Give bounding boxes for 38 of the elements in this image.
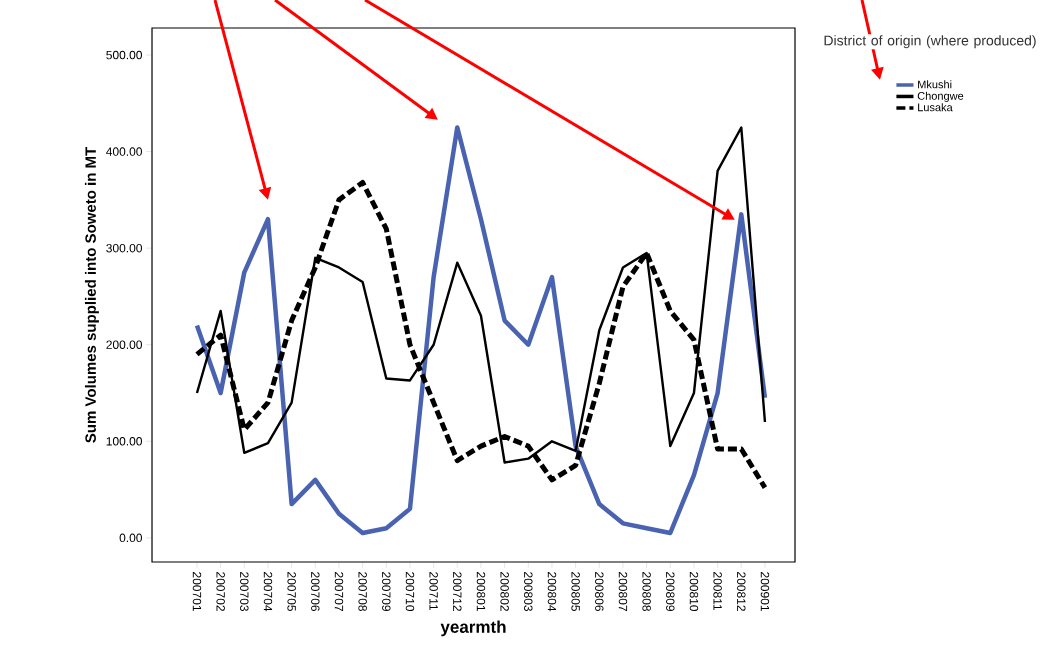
y-tick-label: 300.00	[106, 243, 143, 253]
x-tick-label: 200706	[311, 572, 320, 612]
legend-label: Mkushi	[918, 80, 952, 89]
x-tick-label: 200708	[358, 572, 367, 612]
y-tick-label: 200.00	[106, 340, 143, 349]
x-tick-label: 200811	[713, 572, 722, 611]
x-tick-label: 200808	[642, 572, 651, 612]
x-tick-label: 200804	[547, 572, 557, 612]
x-tick-label: 200710	[405, 572, 415, 612]
y-tick-label: 0.00	[119, 533, 143, 543]
x-axis-title: yearmth	[440, 620, 506, 637]
x-tick-label: 200801	[476, 572, 486, 611]
x-tick-label: 200807	[618, 572, 628, 611]
legend-label: Lusaka	[918, 103, 953, 112]
x-tick-label: 200702	[216, 572, 225, 611]
x-tick-label: 200707	[334, 572, 344, 611]
legend-label: Chongwe	[917, 91, 964, 102]
x-tick-label: 200703	[240, 572, 249, 612]
x-tick-label: 200704	[263, 572, 273, 612]
x-tick-label: 200701	[192, 572, 202, 611]
x-tick-label: 200809	[666, 572, 675, 611]
x-tick-label: 200810	[689, 572, 699, 612]
x-tick-label: 200803	[524, 572, 533, 612]
x-tick-label: 200712	[453, 572, 462, 611]
x-tick-label: 200705	[287, 572, 296, 612]
x-tick-label: 200805	[571, 572, 580, 612]
y-tick-label: 100.00	[106, 437, 143, 446]
legend-title: District of origin (where produced)	[824, 35, 1036, 49]
x-tick-label: 200711	[429, 572, 438, 611]
x-tick-label: 200812	[737, 572, 746, 611]
y-axis-title: Sum Volumes supplied into Soweto in MT	[84, 146, 99, 443]
x-tick-label: 200901	[760, 572, 770, 611]
x-tick-label: 200806	[595, 572, 604, 612]
y-tick-label: 400.00	[106, 147, 143, 156]
x-tick-label: 200709	[382, 572, 391, 611]
line-series	[194, 125, 768, 536]
y-tick-label: 500.00	[106, 50, 143, 60]
x-tick-label: 200802	[500, 572, 509, 611]
